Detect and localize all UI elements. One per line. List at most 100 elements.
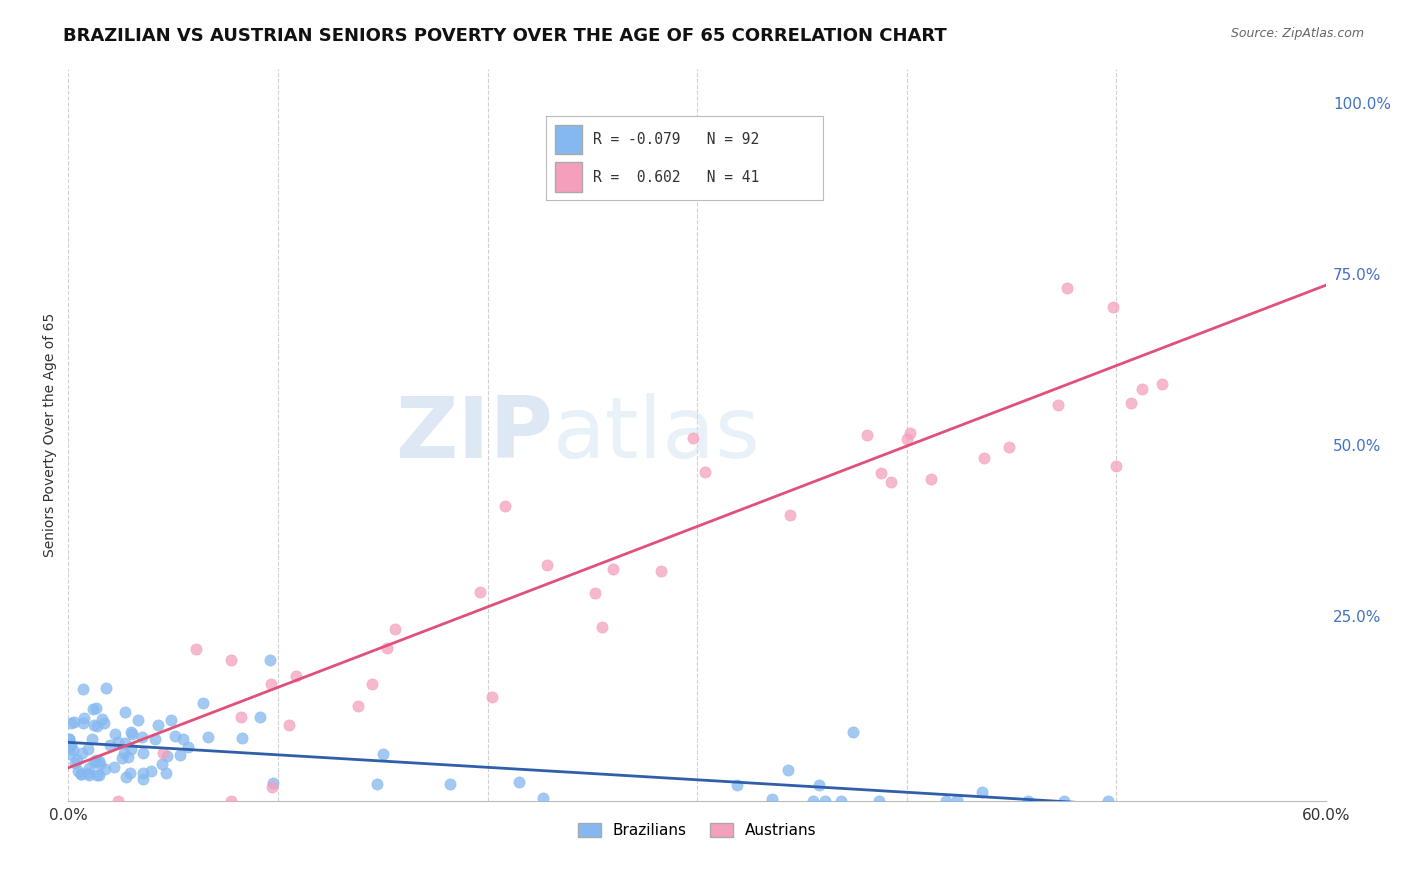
Point [107, 735, 129, 749]
Point [159, 713, 181, 727]
Point [347, 699, 370, 714]
Point [120, 725, 142, 739]
Point [112, 746, 135, 760]
Point [155, 766, 177, 780]
Legend: Brazilians, Austrians: Brazilians, Austrians [572, 817, 823, 845]
Point [1017, 794, 1039, 808]
Point [468, 585, 491, 599]
Point [249, 710, 271, 724]
Point [86, 719, 108, 733]
Text: atlas: atlas [553, 393, 761, 476]
Point [591, 620, 613, 634]
Point [156, 748, 179, 763]
Text: Source: ZipAtlas.com: Source: ZipAtlas.com [1230, 27, 1364, 40]
Point [856, 427, 879, 442]
Point [132, 772, 155, 786]
Point [59, 738, 82, 752]
Point [80, 731, 103, 746]
Y-axis label: Seniors Poverty Over the Age of 65: Seniors Poverty Over the Age of 65 [44, 312, 58, 557]
Point [277, 717, 299, 731]
Point [89, 757, 111, 772]
Point [91, 712, 114, 726]
Point [371, 747, 394, 761]
Point [172, 732, 194, 747]
Point [801, 794, 824, 808]
Point [761, 791, 783, 805]
Point [59, 738, 82, 752]
Point [1053, 794, 1076, 808]
Point [898, 425, 921, 440]
Point [191, 696, 214, 710]
Point [114, 736, 136, 750]
Point [94, 681, 117, 695]
Point [72, 711, 94, 725]
Point [83, 717, 105, 731]
Point [1152, 376, 1174, 391]
Point [169, 747, 191, 762]
Point [973, 450, 995, 465]
Point [920, 472, 942, 486]
Point [880, 475, 903, 490]
Point [935, 794, 957, 808]
Point [139, 764, 162, 778]
Point [682, 431, 704, 445]
Point [197, 730, 219, 744]
Point [63, 714, 86, 729]
Point [998, 440, 1021, 454]
Point [360, 677, 382, 691]
Point [508, 775, 530, 789]
Point [260, 677, 283, 691]
Point [776, 764, 799, 778]
Point [114, 705, 136, 719]
Point [581, 116, 603, 130]
Point [693, 465, 716, 479]
Point [229, 709, 252, 723]
Point [1130, 382, 1153, 396]
Point [814, 794, 837, 808]
Point [58, 732, 80, 747]
Point [219, 794, 242, 808]
Point [131, 730, 153, 744]
Point [66, 753, 89, 767]
Point [1105, 458, 1128, 473]
Point [120, 742, 142, 756]
Text: BRAZILIAN VS AUSTRIAN SENIORS POVERTY OVER THE AGE OF 65 CORRELATION CHART: BRAZILIAN VS AUSTRIAN SENIORS POVERTY OV… [63, 27, 948, 45]
Point [842, 725, 865, 739]
Point [121, 727, 143, 741]
Point [1102, 300, 1125, 314]
Point [366, 776, 388, 790]
Point [65, 756, 87, 770]
Point [62, 743, 84, 757]
Point [184, 642, 207, 657]
Point [219, 653, 242, 667]
Point [1046, 398, 1069, 412]
Point [531, 791, 554, 805]
Point [231, 731, 253, 745]
Point [107, 794, 129, 808]
Point [59, 747, 82, 762]
Point [945, 793, 967, 807]
Point [163, 729, 186, 743]
Point [439, 777, 461, 791]
Point [70, 767, 93, 781]
Point [72, 746, 94, 760]
Point [384, 622, 406, 636]
Point [117, 750, 139, 764]
Point [262, 780, 284, 794]
Point [177, 740, 200, 755]
Point [808, 779, 831, 793]
Text: ZIP: ZIP [395, 393, 553, 476]
Point [481, 690, 503, 705]
Point [77, 768, 100, 782]
Point [1056, 281, 1078, 295]
Point [1097, 794, 1119, 808]
Point [77, 761, 100, 775]
Point [145, 732, 167, 747]
Point [127, 713, 149, 727]
Point [86, 768, 108, 782]
Point [89, 755, 111, 769]
Point [602, 562, 624, 576]
Point [146, 718, 169, 732]
Point [69, 767, 91, 781]
Point [152, 746, 174, 760]
